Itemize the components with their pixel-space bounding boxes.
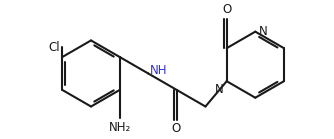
Text: Cl: Cl <box>48 41 60 54</box>
Text: NH: NH <box>150 64 167 77</box>
Text: NH₂: NH₂ <box>109 121 131 134</box>
Text: O: O <box>222 3 231 16</box>
Text: N: N <box>259 25 267 38</box>
Text: N: N <box>215 83 223 96</box>
Text: O: O <box>172 122 181 135</box>
